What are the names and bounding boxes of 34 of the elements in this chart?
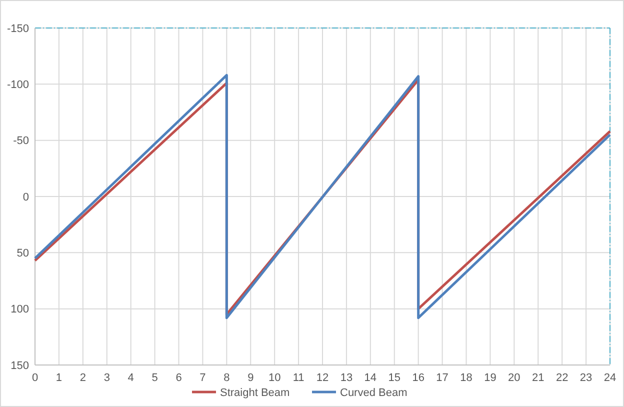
x-tick-label: 18 (460, 372, 472, 384)
x-tick-label: 23 (580, 372, 592, 384)
y-tick-label: -100 (6, 79, 29, 92)
x-tick-label: 5 (152, 372, 158, 384)
x-tick-label: 17 (436, 372, 448, 384)
x-tick-label: 22 (556, 372, 568, 384)
x-tick-label: 13 (340, 372, 353, 384)
x-tick-label: 3 (104, 372, 110, 384)
x-tick-label: 1 (56, 372, 62, 384)
x-tick-label: 9 (248, 372, 254, 384)
y-tick-label: 0 (22, 191, 29, 204)
y-tick-label: 150 (10, 360, 29, 372)
y-tick-label: 100 (10, 304, 29, 316)
y-tick-label: 50 (16, 248, 29, 260)
x-tick-label: 11 (292, 372, 304, 384)
x-tick-label: 12 (316, 372, 329, 384)
x-tick-label: 20 (508, 372, 520, 384)
x-tick-label: 16 (412, 372, 424, 384)
y-tick-label: -50 (13, 135, 29, 148)
x-tick-label: 19 (484, 372, 496, 384)
x-tick-label: 4 (128, 372, 134, 384)
x-tick-label: 15 (388, 372, 400, 384)
y-tick-label: -150 (6, 22, 29, 35)
legend-label: Curved Beam (340, 387, 408, 399)
x-tick-label: 14 (364, 372, 377, 384)
x-tick-label: 8 (224, 372, 230, 384)
x-tick-label: 6 (176, 372, 182, 384)
x-tick-label: 0 (32, 372, 38, 384)
x-tick-label: 24 (604, 372, 616, 384)
x-tick-label: 21 (532, 372, 544, 384)
x-tick-label: 7 (200, 372, 206, 384)
legend-label: Straight Beam (220, 387, 290, 399)
x-tick-label: 2 (80, 372, 86, 384)
x-tick-label: 10 (268, 372, 281, 384)
